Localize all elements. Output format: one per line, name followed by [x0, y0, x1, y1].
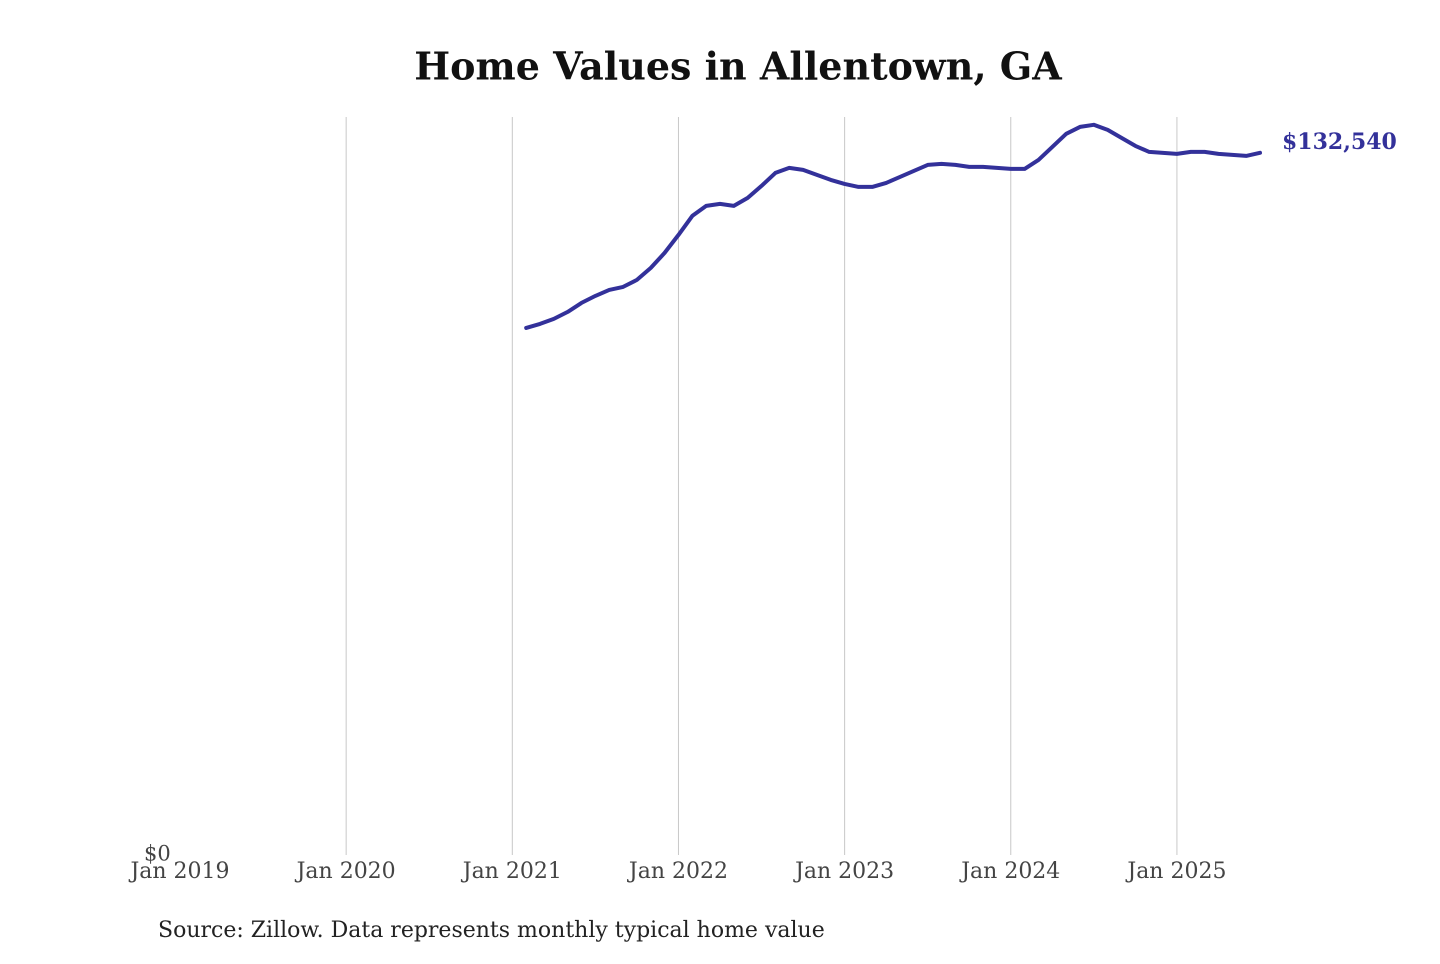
chart-title: Home Values in Allentown, GA	[414, 44, 1062, 89]
x-tick-label: Jan 2023	[793, 859, 894, 884]
line	[524, 122, 1262, 330]
x-tick-label: Jan 2020	[295, 859, 396, 884]
source-note: Source: Zillow. Data represents monthly …	[158, 918, 825, 943]
y-tick-label: $0	[144, 842, 171, 866]
x-tick-label: Jan 2021	[461, 859, 562, 884]
x-tick-label: Jan 2019	[128, 859, 229, 884]
x-tick-label: Jan 2022	[627, 859, 728, 884]
value-label: $132,540	[1282, 129, 1397, 155]
x-tick-label: Jan 2024	[959, 859, 1060, 884]
x-tick-label: Jan 2025	[1125, 859, 1226, 884]
